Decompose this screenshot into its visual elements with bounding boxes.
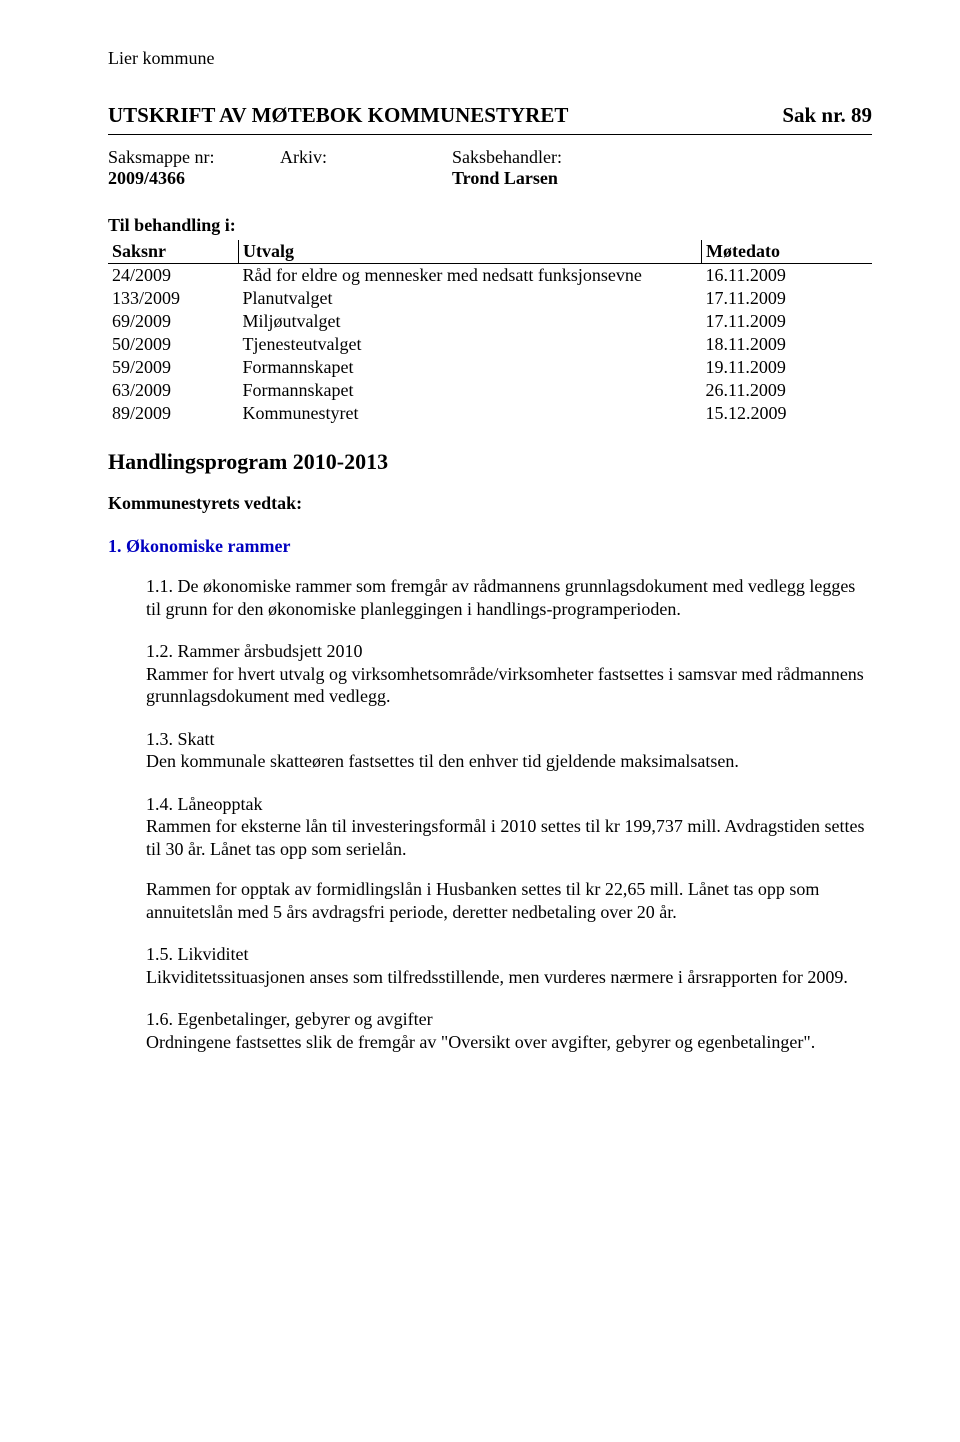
item-number: 1.5. (146, 944, 173, 964)
item-1-6: 1.6. Egenbetalinger, gebyrer og avgifter… (146, 1008, 872, 1053)
section-1-title: Økonomiske rammer (126, 536, 290, 556)
cell-utvalg: Miljøutvalget (239, 310, 702, 333)
table-row: 89/2009 Kommunestyret 15.12.2009 (108, 402, 872, 425)
cell-saksnr: 63/2009 (108, 379, 239, 402)
cell-motedato: 17.11.2009 (702, 287, 873, 310)
item-number: 1.6. (146, 1009, 173, 1029)
item-extra: Rammen for opptak av formidlingslån i Hu… (146, 878, 872, 923)
item-title: Egenbetalinger, gebyrer og avgifter (178, 1009, 433, 1029)
table-row: 59/2009 Formannskapet 19.11.2009 (108, 356, 872, 379)
meta-row: Saksmappe nr: 2009/4366 Arkiv: Saksbehan… (108, 147, 872, 189)
item-body: Likviditetssituasjonen anses som tilfred… (146, 966, 872, 989)
meta-label-saksbehandler: Saksbehandler: (452, 147, 692, 168)
document-title-left: UTSKRIFT AV MØTEBOK KOMMUNESTYRET (108, 103, 568, 128)
cell-utvalg: Råd for eldre og mennesker med nedsatt f… (239, 264, 702, 288)
section-1-items: 1.1. De økonomiske rammer som fremgår av… (108, 575, 872, 1053)
cell-saksnr: 24/2009 (108, 264, 239, 288)
cell-saksnr: 133/2009 (108, 287, 239, 310)
meta-label-saksmappe: Saksmappe nr: (108, 147, 280, 168)
item-number: 1.3. (146, 729, 173, 749)
program-title: Handlingsprogram 2010-2013 (108, 449, 872, 475)
item-1-4: 1.4. Låneopptak Rammen for eksterne lån … (146, 793, 872, 924)
behandling-title: Til behandling i: (108, 215, 872, 236)
divider (108, 134, 872, 135)
meta-col-saksbehandler: Saksbehandler: Trond Larsen (452, 147, 692, 189)
cell-motedato: 26.11.2009 (702, 379, 873, 402)
meta-col-saksmappe: Saksmappe nr: 2009/4366 (108, 147, 280, 189)
item-body: Den kommunale skatteøren fastsettes til … (146, 750, 872, 773)
cell-motedato: 19.11.2009 (702, 356, 873, 379)
table-row: 133/2009 Planutvalget 17.11.2009 (108, 287, 872, 310)
item-body: Rammer for hvert utvalg og virksomhetsom… (146, 663, 872, 708)
cell-utvalg: Kommunestyret (239, 402, 702, 425)
meta-value-saksbehandler: Trond Larsen (452, 168, 692, 189)
document-title-row: UTSKRIFT AV MØTEBOK KOMMUNESTYRET Sak nr… (108, 103, 872, 128)
item-body: Ordningene fastsettes slik de fremgår av… (146, 1031, 872, 1054)
document-title-right: Sak nr. 89 (782, 103, 872, 128)
table-header-saksnr: Saksnr (108, 240, 239, 264)
table-header-utvalg: Utvalg (239, 240, 702, 264)
item-title: Likviditet (178, 944, 249, 964)
vedtak-title: Kommunestyrets vedtak: (108, 493, 872, 514)
section-1-number: 1. (108, 536, 122, 556)
item-body: De økonomiske rammer som fremgår av rådm… (146, 576, 855, 619)
table-row: 24/2009 Råd for eldre og mennesker med n… (108, 264, 872, 288)
meta-label-arkiv: Arkiv: (280, 147, 452, 168)
table-row: 63/2009 Formannskapet 26.11.2009 (108, 379, 872, 402)
table-row: 69/2009 Miljøutvalget 17.11.2009 (108, 310, 872, 333)
cell-utvalg: Planutvalget (239, 287, 702, 310)
cell-utvalg: Formannskapet (239, 356, 702, 379)
meta-value-saksmappe: 2009/4366 (108, 168, 280, 189)
document-page: Lier kommune UTSKRIFT AV MØTEBOK KOMMUNE… (0, 0, 960, 1442)
cell-saksnr: 69/2009 (108, 310, 239, 333)
item-number: 1.1. (146, 576, 173, 596)
cell-utvalg: Formannskapet (239, 379, 702, 402)
section-1-heading: 1. Økonomiske rammer (108, 536, 872, 557)
utvalg-table-body: 24/2009 Råd for eldre og mennesker med n… (108, 264, 872, 426)
cell-saksnr: 50/2009 (108, 333, 239, 356)
cell-saksnr: 89/2009 (108, 402, 239, 425)
cell-saksnr: 59/2009 (108, 356, 239, 379)
organization-name: Lier kommune (108, 48, 872, 69)
item-1-2: 1.2. Rammer årsbudsjett 2010 Rammer for … (146, 640, 872, 708)
utvalg-table: Saksnr Utvalg Møtedato 24/2009 Råd for e… (108, 240, 872, 425)
item-1-3: 1.3. Skatt Den kommunale skatteøren fast… (146, 728, 872, 773)
item-number: 1.4. (146, 794, 173, 814)
cell-motedato: 16.11.2009 (702, 264, 873, 288)
item-title: Rammer årsbudsjett 2010 (178, 641, 363, 661)
cell-motedato: 17.11.2009 (702, 310, 873, 333)
item-1-5: 1.5. Likviditet Likviditetssituasjonen a… (146, 943, 872, 988)
meta-col-arkiv: Arkiv: (280, 147, 452, 189)
table-header-row: Saksnr Utvalg Møtedato (108, 240, 872, 264)
cell-motedato: 15.12.2009 (702, 402, 873, 425)
cell-motedato: 18.11.2009 (702, 333, 873, 356)
item-body: Rammen for eksterne lån til investerings… (146, 815, 872, 860)
item-title: Låneopptak (178, 794, 263, 814)
table-header-motedato: Møtedato (702, 240, 873, 264)
cell-utvalg: Tjenesteutvalget (239, 333, 702, 356)
table-row: 50/2009 Tjenesteutvalget 18.11.2009 (108, 333, 872, 356)
item-1-1: 1.1. De økonomiske rammer som fremgår av… (146, 575, 872, 620)
item-number: 1.2. (146, 641, 173, 661)
item-title: Skatt (178, 729, 215, 749)
